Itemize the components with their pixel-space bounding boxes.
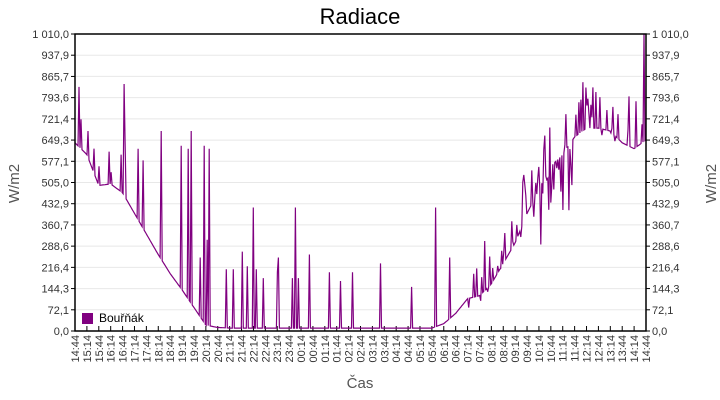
x-tick-label: 02:44 xyxy=(356,335,368,363)
x-tick-label: 05:44 xyxy=(427,335,439,363)
y-tick-label-right: 1 010,0 xyxy=(652,29,689,41)
y-tick-label-left: 1 010,0 xyxy=(32,29,69,41)
x-tick-label: 18:44 xyxy=(165,335,177,363)
x-tick-label: 16:14 xyxy=(106,335,118,363)
y-tick-label-right: 288,6 xyxy=(652,241,680,253)
y-tick-label-right: 793,6 xyxy=(652,93,680,105)
y-tick-label-right: 144,3 xyxy=(652,284,680,296)
y-tick-label-right: 577,1 xyxy=(652,156,680,168)
x-tick-label: 11:44 xyxy=(570,335,582,362)
x-tick-label: 22:14 xyxy=(248,335,260,363)
x-tick-label: 13:14 xyxy=(605,335,617,363)
x-tick-label: 10:44 xyxy=(546,335,558,363)
y-tick-label-left: 288,6 xyxy=(41,241,69,253)
x-tick-label: 06:44 xyxy=(451,335,463,363)
x-tick-label: 11:14 xyxy=(558,335,570,362)
x-tick-label: 21:44 xyxy=(237,335,249,363)
x-tick-label: 04:44 xyxy=(403,335,415,363)
chart-title: Radiace xyxy=(319,4,401,29)
x-axis-label: Čas xyxy=(346,375,374,392)
x-tick-label: 02:14 xyxy=(344,335,356,363)
legend: Bouřňák xyxy=(82,311,144,325)
y-tick-label-right: 432,9 xyxy=(652,199,680,211)
y-tick-label-right: 360,7 xyxy=(652,220,680,232)
series-line xyxy=(74,33,647,329)
y-tick-label-right: 72,1 xyxy=(652,305,673,317)
x-tick-label: 22:44 xyxy=(260,335,272,363)
y-tick-label-left: 937,9 xyxy=(41,50,69,62)
x-tick-label: 13:44 xyxy=(617,335,629,363)
x-tick-label: 00:44 xyxy=(308,335,320,363)
x-tick-label: 10:14 xyxy=(534,335,546,363)
x-tick-label: 14:44 xyxy=(70,335,82,363)
y-tick-label-left: 865,7 xyxy=(41,71,69,83)
x-tick-label: 20:44 xyxy=(213,335,225,363)
y-tick-label-left: 0,0 xyxy=(54,326,69,338)
y-tick-label-left: 432,9 xyxy=(41,199,69,211)
x-tick-label: 15:14 xyxy=(82,335,94,363)
x-tick-label: 00:14 xyxy=(296,335,308,363)
x-tick-label: 04:14 xyxy=(391,335,403,363)
x-tick-label: 19:14 xyxy=(177,335,189,363)
x-tick-label: 14:14 xyxy=(629,335,641,363)
x-tick-label: 06:14 xyxy=(439,335,451,363)
x-tick-label: 01:14 xyxy=(320,335,332,363)
x-tick-label: 17:44 xyxy=(141,335,153,363)
y-tick-label-left: 793,6 xyxy=(41,93,69,105)
y-tick-label-left: 505,0 xyxy=(41,178,69,190)
x-tick-label: 20:14 xyxy=(201,335,213,363)
x-tick-label: 07:44 xyxy=(474,335,486,363)
y-tick-label-right: 937,9 xyxy=(652,50,680,62)
y-tick-label-right: 721,4 xyxy=(652,114,680,126)
x-tick-label: 08:14 xyxy=(486,335,498,363)
x-tick-label: 12:14 xyxy=(582,335,594,363)
x-tick-label: 09:44 xyxy=(522,335,534,363)
x-tick-label: 01:44 xyxy=(332,335,344,363)
x-tick-label: 23:14 xyxy=(272,335,284,363)
x-tick-label: 23:44 xyxy=(284,335,296,363)
y-tick-label-left: 721,4 xyxy=(41,114,69,126)
x-tick-label: 14:44 xyxy=(641,335,653,363)
x-tick-label: 16:44 xyxy=(118,335,130,363)
x-tick-label: 12:44 xyxy=(593,335,605,363)
y-tick-label-right: 505,0 xyxy=(652,178,680,190)
y-tick-label-right: 649,3 xyxy=(652,135,680,147)
x-tick-label: 07:14 xyxy=(463,335,475,363)
x-tick-label: 21:14 xyxy=(225,335,237,363)
x-tick-label: 17:14 xyxy=(129,335,141,363)
y-tick-label-left: 649,3 xyxy=(41,135,69,147)
y-tick-label-right: 216,4 xyxy=(652,262,680,274)
x-tick-label: 08:44 xyxy=(498,335,510,363)
x-tick-label: 19:44 xyxy=(189,335,201,363)
x-tick-label: 05:14 xyxy=(415,335,427,363)
y-tick-label-left: 216,4 xyxy=(41,262,69,274)
y-tick-label-left: 72,1 xyxy=(48,305,69,317)
x-tick-label: 09:14 xyxy=(510,335,522,363)
x-tick-label: 03:44 xyxy=(379,335,391,363)
x-tick-label: 18:14 xyxy=(153,335,165,363)
y-tick-label-right: 865,7 xyxy=(652,71,680,83)
legend-swatch xyxy=(82,312,93,324)
legend-label: Bouřňák xyxy=(99,311,144,325)
y-tick-label-left: 144,3 xyxy=(41,284,69,296)
y-tick-label-left: 360,7 xyxy=(41,220,69,232)
x-tick-label: 15:44 xyxy=(94,335,106,363)
x-tick-label: 03:14 xyxy=(367,335,379,363)
y-tick-label-left: 577,1 xyxy=(41,156,69,168)
plot-frame xyxy=(74,33,647,332)
y-tick-label-right: 0,0 xyxy=(652,326,667,338)
